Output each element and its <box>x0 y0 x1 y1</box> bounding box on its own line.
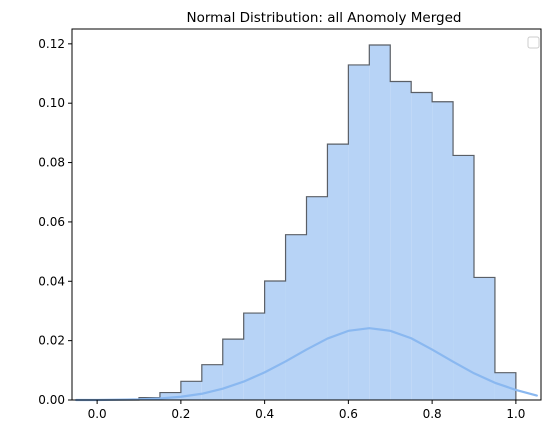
y-tick-label: 0.00 <box>38 393 65 407</box>
x-tick-label: 0.6 <box>339 407 358 421</box>
legend-box <box>527 36 540 49</box>
y-tick-label: 0.02 <box>38 334 65 348</box>
histogram-bar <box>453 155 474 400</box>
y-tick-label: 0.08 <box>38 156 65 170</box>
x-tick-label: 0.8 <box>423 407 442 421</box>
x-axis: 0.0 0.2 0.4 0.6 0.8 1.0 <box>88 400 525 421</box>
normal-curve-line <box>75 327 538 402</box>
histogram-bar <box>348 64 370 400</box>
histogram-bar <box>159 392 181 400</box>
histogram-bar <box>222 339 244 400</box>
y-tick-label: 0.06 <box>38 215 65 229</box>
x-tick-label: 0.4 <box>255 407 274 421</box>
histogram-bar <box>369 45 391 401</box>
histogram-bar <box>243 313 265 400</box>
histogram-bar <box>306 196 328 400</box>
histogram-bar <box>285 234 307 400</box>
histogram-step-outline <box>97 44 517 401</box>
y-tick-label: 0.12 <box>38 37 65 51</box>
histogram-bar <box>432 101 454 400</box>
histogram-bar <box>264 280 286 400</box>
chart-title: Normal Distribution: all Anomoly Merged <box>186 10 461 26</box>
x-tick-label: 1.0 <box>506 407 525 421</box>
y-tick-label: 0.04 <box>38 274 65 288</box>
histogram-bar <box>411 92 433 400</box>
histogram-bar <box>474 277 495 400</box>
plot-frame <box>71 28 542 401</box>
y-tick-label: 0.10 <box>38 96 65 110</box>
x-tick-label: 0.0 <box>88 407 107 421</box>
plot-area <box>75 44 538 402</box>
histogram-bar <box>201 364 223 400</box>
x-tick-label: 0.2 <box>171 407 190 421</box>
histogram-bar <box>327 144 349 400</box>
histogram-bar <box>390 81 412 400</box>
y-axis: 0.00 0.02 0.04 0.06 0.08 0.10 0.12 <box>38 37 72 407</box>
